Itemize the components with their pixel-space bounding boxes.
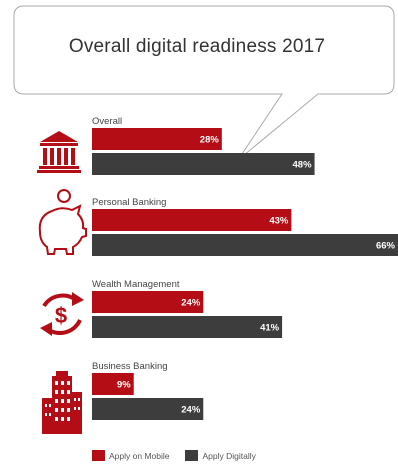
legend: Apply on Mobile Apply Digitally	[92, 450, 272, 461]
legend-swatch-digital	[185, 450, 199, 461]
legend-item-mobile: Apply on Mobile	[92, 450, 169, 461]
bar-mobile	[92, 209, 292, 231]
legend-label-digital: Apply Digitally	[202, 450, 256, 461]
bar-mobile	[92, 373, 134, 395]
category-label: Overall	[92, 116, 122, 127]
bar-digital	[92, 153, 315, 175]
data-label: 24%	[181, 405, 201, 416]
legend-swatch-mobile	[92, 450, 105, 461]
bar-digital	[92, 316, 283, 338]
category-label: Personal Banking	[92, 197, 166, 208]
bar-digital	[92, 234, 398, 256]
title-bubble	[13, 5, 395, 161]
dollar-cycle-icon: $	[40, 292, 84, 336]
category-label: Business Banking	[92, 361, 168, 372]
office-building-icon	[42, 371, 82, 434]
legend-item-digital: Apply Digitally	[185, 450, 256, 461]
data-label: 43%	[269, 216, 289, 227]
data-label: 24%	[181, 298, 201, 309]
chart-title: Overall digital readiness 2017	[68, 36, 326, 57]
bar-digital	[92, 398, 204, 420]
category-label: Wealth Management	[92, 279, 180, 290]
svg-text:$: $	[55, 303, 67, 328]
bar-mobile	[92, 128, 222, 150]
legend-label-mobile: Apply on Mobile	[109, 450, 170, 461]
data-label: 41%	[260, 323, 280, 334]
data-label: 48%	[293, 160, 313, 171]
data-label: 9%	[117, 380, 131, 391]
data-label: 66%	[376, 241, 396, 252]
piggy-bank-icon	[38, 189, 87, 255]
bar-mobile	[92, 291, 204, 313]
bank-icon	[37, 131, 81, 173]
data-label: 28%	[200, 135, 220, 146]
